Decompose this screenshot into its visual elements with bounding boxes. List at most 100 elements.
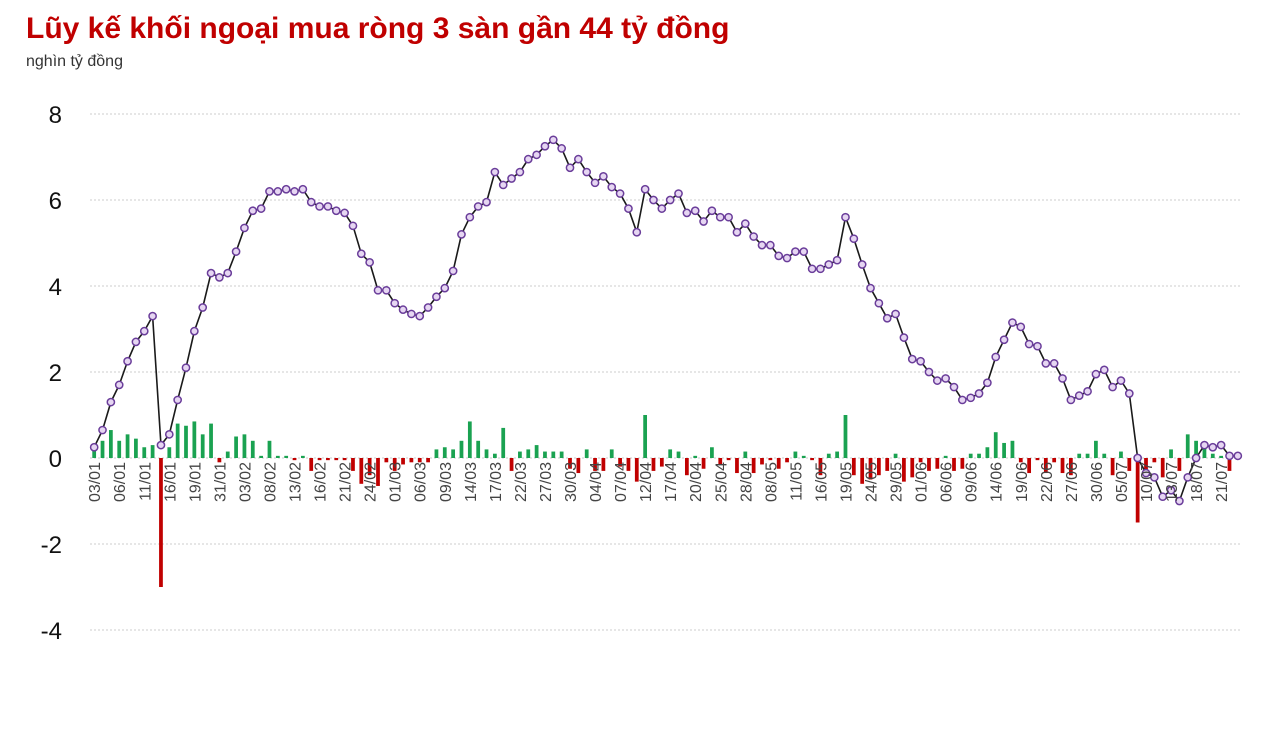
series-line bbox=[93, 138, 1238, 503]
bar bbox=[1077, 453, 1082, 458]
y-tick-label: 8 bbox=[49, 102, 62, 129]
bar bbox=[526, 449, 531, 458]
bar bbox=[451, 449, 456, 458]
line-point bbox=[999, 335, 1009, 345]
bar bbox=[334, 458, 339, 461]
line-point bbox=[156, 440, 166, 450]
line-point bbox=[382, 285, 391, 295]
x-tick-label: 11/05 bbox=[788, 462, 805, 501]
line-point bbox=[699, 217, 708, 226]
x-tick-label: 10/07 bbox=[1139, 462, 1156, 502]
bar bbox=[108, 430, 113, 458]
bar bbox=[309, 458, 314, 471]
line-point bbox=[766, 240, 775, 250]
line-point bbox=[590, 178, 600, 188]
line-point bbox=[983, 378, 992, 388]
y-tick-label: 2 bbox=[49, 360, 62, 387]
line-point bbox=[98, 425, 107, 435]
bar bbox=[651, 458, 656, 471]
bar bbox=[609, 449, 614, 458]
bar bbox=[1018, 458, 1023, 463]
line-point bbox=[640, 184, 650, 194]
line-point bbox=[966, 393, 976, 403]
line-point bbox=[724, 212, 733, 222]
x-tick-label: 14/03 bbox=[463, 462, 480, 502]
bar bbox=[801, 455, 806, 458]
x-tick-label: 30/06 bbox=[1089, 462, 1106, 502]
line-point bbox=[306, 197, 316, 207]
bar bbox=[760, 458, 764, 465]
line-point bbox=[206, 268, 216, 278]
bar bbox=[568, 458, 572, 469]
bar bbox=[902, 458, 906, 482]
x-tick-label: 22/06 bbox=[1039, 462, 1056, 502]
line-point bbox=[649, 195, 658, 205]
bar bbox=[818, 458, 823, 476]
line-point bbox=[1191, 453, 1201, 463]
line-point bbox=[974, 389, 984, 398]
cumulative-line bbox=[89, 135, 1243, 506]
line-point bbox=[791, 247, 800, 256]
bar bbox=[434, 449, 439, 458]
line-point bbox=[882, 313, 892, 323]
line-point bbox=[1091, 369, 1101, 379]
x-tick-label: 30/03 bbox=[563, 462, 580, 502]
bar bbox=[92, 447, 97, 458]
bar bbox=[492, 453, 497, 458]
line-point bbox=[315, 202, 324, 211]
line-point bbox=[1049, 359, 1059, 368]
bar bbox=[1085, 453, 1090, 458]
line-point bbox=[1024, 339, 1034, 349]
line-point bbox=[941, 374, 951, 383]
line-point bbox=[131, 337, 141, 347]
line-point bbox=[958, 395, 967, 405]
x-tick-label: 08/05 bbox=[763, 462, 780, 502]
line-point bbox=[841, 212, 850, 222]
bar bbox=[1219, 455, 1224, 458]
bar bbox=[284, 455, 289, 458]
chart-unit-label: nghìn tỷ đồng bbox=[26, 53, 123, 70]
bar bbox=[117, 440, 122, 458]
bar bbox=[1152, 458, 1157, 463]
bar bbox=[551, 451, 556, 458]
x-tick-label: 08/02 bbox=[262, 462, 279, 502]
line-point bbox=[106, 397, 116, 407]
bar bbox=[952, 458, 956, 471]
bar bbox=[576, 458, 581, 474]
bar bbox=[401, 458, 405, 465]
bar bbox=[192, 421, 197, 458]
bar bbox=[259, 455, 264, 458]
chart-title: Lũy kế khối ngoại mua ròng 3 sàn gần 44 … bbox=[26, 12, 730, 45]
line-point bbox=[799, 247, 809, 256]
bar bbox=[718, 458, 723, 465]
line-point bbox=[89, 442, 99, 452]
x-tick-label: 06/06 bbox=[939, 462, 956, 502]
line-point bbox=[849, 234, 859, 244]
bar bbox=[125, 434, 130, 458]
bar bbox=[326, 458, 330, 461]
bar bbox=[785, 458, 789, 463]
line-point bbox=[682, 208, 692, 218]
bar bbox=[167, 447, 172, 458]
line-point bbox=[440, 283, 450, 293]
line-point bbox=[523, 154, 533, 164]
bar bbox=[367, 458, 372, 476]
line-point bbox=[565, 163, 575, 173]
x-tick-label: 13/02 bbox=[288, 462, 305, 502]
x-tick-label: 09/03 bbox=[438, 462, 455, 502]
line-point bbox=[674, 189, 683, 198]
line-point bbox=[657, 204, 667, 213]
x-tick-label: 01/03 bbox=[388, 462, 405, 502]
bar bbox=[484, 449, 489, 458]
line-point bbox=[1008, 318, 1017, 327]
line-point bbox=[331, 206, 341, 216]
bar bbox=[417, 458, 422, 463]
y-tick-label: 0 bbox=[49, 446, 62, 473]
bar bbox=[409, 458, 414, 463]
x-tick-label: 19/06 bbox=[1014, 462, 1031, 502]
line-point bbox=[1099, 365, 1109, 375]
bar bbox=[851, 458, 856, 476]
line-point bbox=[949, 382, 959, 392]
line-point bbox=[740, 219, 750, 228]
